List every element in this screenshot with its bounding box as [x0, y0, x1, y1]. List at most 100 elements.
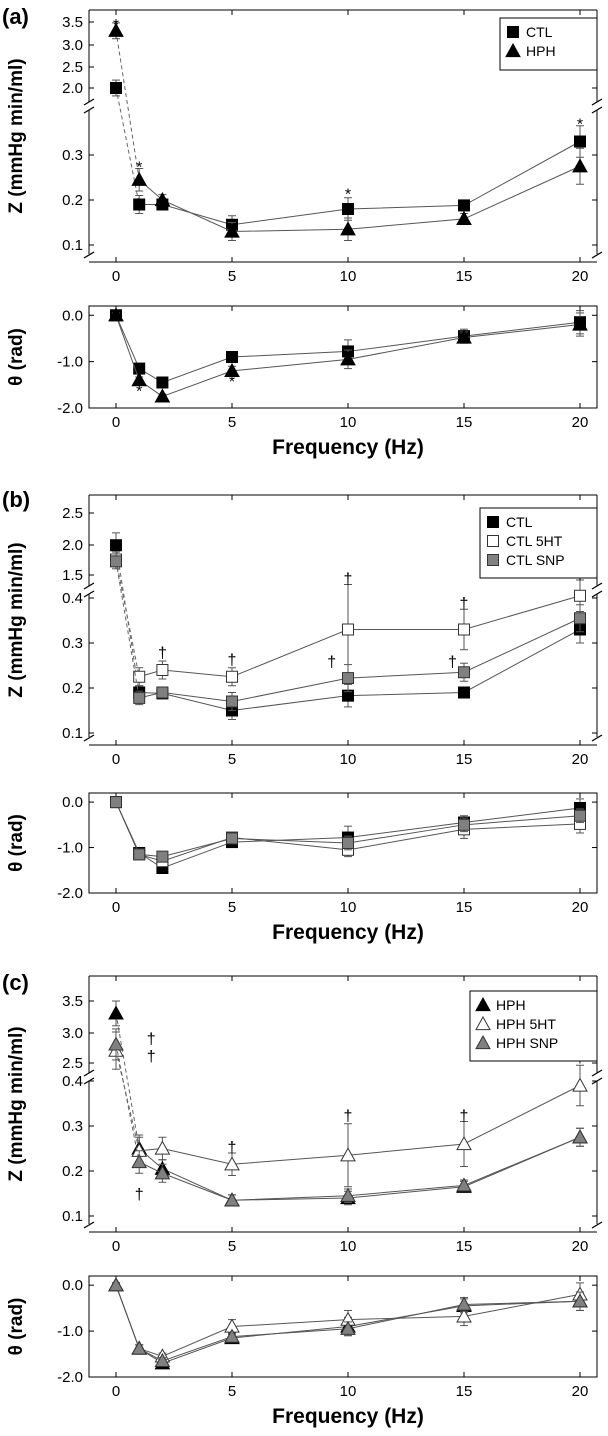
z-data-point	[133, 670, 146, 683]
x-tick-label: 0	[112, 751, 120, 768]
theta-frame	[88, 305, 598, 409]
z-series-line	[138, 1136, 581, 1201]
significance-marker: †	[460, 1108, 469, 1125]
theta-data-point	[131, 1340, 148, 1355]
z-data-point	[110, 82, 122, 94]
z-data-point	[108, 1036, 124, 1051]
z-data-point	[110, 555, 122, 568]
x-axis-label: Frequency (Hz)	[272, 1405, 424, 1428]
z-series-line	[138, 1136, 581, 1201]
z-tick-label: 3.0	[62, 1025, 83, 1042]
z-tick-label: 1.5	[62, 567, 83, 584]
x-tick-label: 10	[340, 751, 357, 768]
theta-data-point	[226, 351, 238, 363]
x-tick-label: 0	[112, 414, 120, 431]
theta-tick-label: 0.0	[62, 307, 83, 324]
theta-data-point	[456, 1308, 472, 1323]
theta-tick-label: 0.0	[62, 1277, 83, 1294]
x-tick-label: 20	[572, 1238, 589, 1255]
z-data-point	[340, 221, 356, 236]
z-data-point	[458, 686, 470, 699]
x-axis-label: Frequency (Hz)	[272, 921, 424, 944]
axis-break-mark	[83, 590, 95, 598]
axis-break-mark	[83, 106, 95, 114]
significance-marker: †	[460, 596, 469, 613]
x-tick-label: 15	[456, 414, 473, 431]
x-tick-label: 20	[572, 899, 589, 916]
theta-data-point	[131, 372, 148, 387]
legend-marker	[487, 535, 499, 547]
significance-marker: *	[159, 394, 165, 411]
axis-break-mark	[591, 734, 603, 742]
z-dashed-segment	[115, 545, 140, 693]
significance-marker: †	[228, 652, 237, 669]
z-data-point	[133, 198, 146, 211]
z-axis-label: Z (mmHg min/ml)	[6, 1026, 27, 1181]
z-data-point	[574, 589, 586, 602]
theta-frame	[88, 792, 598, 894]
axis-break-mark	[83, 251, 95, 259]
axis-break-mark	[591, 582, 603, 590]
theta-axis-label: θ (rad)	[6, 328, 27, 386]
x-tick-label: 0	[112, 268, 120, 285]
z-data-point	[108, 22, 124, 37]
x-tick-label: 10	[340, 268, 357, 285]
panel-label: (a)	[2, 4, 29, 29]
z-tick-label: 2.5	[62, 505, 83, 522]
panel-label: (b)	[2, 487, 30, 512]
significance-marker: *	[229, 374, 235, 391]
x-tick-label: 5	[228, 899, 236, 916]
z-series-line	[139, 141, 581, 226]
panel-1: (a) 2.0 2.5 3.0 3.5 0.1 0.2 0.3 0 5 10 15 20 Z (mmHg …	[2, 4, 603, 459]
legend-label: HPH 5HT	[496, 1016, 556, 1032]
x-tick-label: 20	[572, 751, 589, 768]
z-tick-label: 2.5	[62, 59, 83, 76]
theta-data-point	[456, 1296, 472, 1311]
series-ctl-snp	[110, 553, 586, 863]
legend: CTL HPH	[499, 17, 598, 71]
z-data-point	[154, 191, 171, 207]
x-tick-label: 0	[112, 899, 120, 916]
z-data-point	[131, 171, 148, 186]
z-data-point	[456, 1135, 472, 1151]
theta-data-point	[133, 848, 146, 861]
z-tick-label: 0.1	[62, 1208, 83, 1225]
z-data-point	[458, 199, 470, 212]
axis-break-mark	[591, 1069, 603, 1077]
z-tick-label: 0.1	[62, 237, 83, 254]
significance-marker: †	[158, 645, 167, 662]
x-tick-label: 0	[112, 1238, 120, 1255]
axis-break-mark	[591, 106, 603, 114]
x-tick-label: 5	[228, 268, 236, 285]
z-data-point	[226, 695, 238, 708]
legend-label: CTL 5HT	[506, 533, 563, 549]
z-tick-label: 3.0	[62, 37, 83, 54]
theta-data-point	[154, 388, 171, 403]
theta-tick-label: -2.0	[57, 400, 83, 417]
z-data-point	[226, 670, 238, 683]
x-tick-label: 10	[340, 414, 357, 431]
z-tick-label: 2.0	[62, 80, 83, 97]
z-tick-label: 0.3	[62, 1118, 83, 1135]
axis-break-mark	[83, 734, 95, 742]
series-ctl-5ht	[110, 551, 586, 868]
significance-marker: †	[228, 1139, 237, 1156]
panel-3: (c) 2.5 3.0 3.5 0.1 0.2 0.3 0.4 0 5 10 15 20 Z (mmHg …	[2, 970, 603, 1428]
x-tick-label: 5	[228, 1383, 236, 1400]
x-tick-label: 5	[228, 414, 236, 431]
x-axis-label: Frequency (Hz)	[272, 436, 424, 459]
z-series-line	[139, 1085, 581, 1165]
legend-marker	[475, 1034, 491, 1050]
legend-marker	[507, 26, 519, 38]
significance-marker: †	[147, 1031, 156, 1048]
significance-marker: *	[345, 186, 351, 203]
significance-marker: *	[113, 17, 119, 34]
theta-data-point	[156, 376, 169, 389]
theta-data-point	[226, 832, 238, 845]
x-tick-label: 0	[112, 1383, 120, 1400]
significance-marker: †	[147, 1049, 156, 1066]
z-tick-label: 0.1	[62, 725, 83, 742]
significance-marker: †	[448, 654, 457, 671]
legend-label: CTL	[506, 514, 533, 530]
